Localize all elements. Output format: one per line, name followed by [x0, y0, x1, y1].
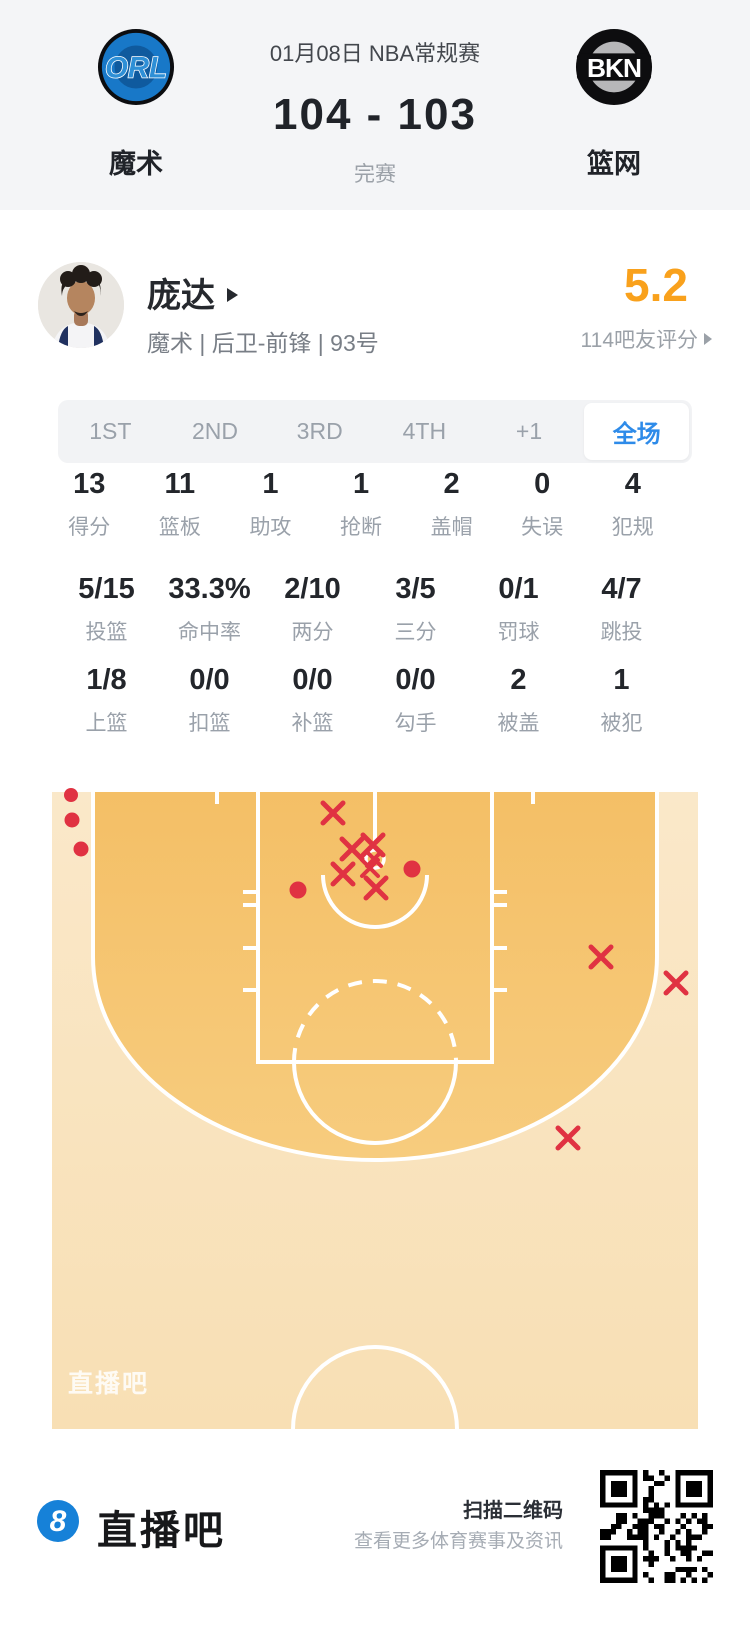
paint-lines — [256, 792, 494, 1064]
stat-blocks: 2 盖帽 — [430, 468, 473, 539]
player-name-caret-icon — [227, 287, 238, 302]
player-avatar[interactable] — [38, 262, 124, 348]
player-name: 庞达 — [147, 277, 215, 315]
restricted-arc — [321, 874, 429, 929]
tab-1st[interactable]: 1ST — [89, 418, 132, 444]
made-shot-marker — [73, 841, 89, 857]
court-drawing — [52, 788, 698, 1430]
missed-shot-marker — [363, 875, 389, 901]
stat-row-main: 13 得分 11 篮板 1 助攻 1 抢断 2 盖帽 0 失误 4 犯规 — [44, 468, 678, 541]
qr-subtitle: 查看更多体育赛事及资讯 — [353, 1531, 563, 1552]
missed-shot-marker — [365, 850, 383, 868]
stat-row-shot-types: 1/8 上篮 0/0 扣篮 0/0 补篮 0/0 勾手 2 被盖 1 被犯 — [55, 664, 673, 737]
made-shot-marker — [289, 881, 307, 899]
court-three-point-area — [93, 792, 657, 1160]
stat-jumpshot: 4/7 跳投 — [600, 573, 643, 644]
lane-hash-right — [492, 890, 507, 992]
made-shot-marker — [64, 812, 80, 828]
home-team-logo-icon: ORL — [97, 28, 175, 106]
stat-turnovers: 0 失误 — [521, 468, 564, 539]
game-date: 01月08日 NBA常规赛 — [269, 41, 481, 66]
missed-shot-marker — [330, 861, 356, 887]
stat-ft: 0/1 罚球 — [497, 573, 540, 644]
player-info: 魔术 | 后卫-前锋 | 93号 — [147, 330, 379, 356]
three-point-line — [91, 792, 659, 1162]
period-tabbar: 1ST 2ND 3RD 4TH +1 全场 — [58, 400, 692, 463]
away-team-logo-icon: BKN — [575, 28, 653, 106]
zhibo8-logo-icon: 8 — [37, 1500, 79, 1542]
rating-note-label: 114吧友评分 — [580, 329, 698, 352]
player-avatar-image — [38, 262, 124, 348]
stat-assists: 1 助攻 — [249, 468, 292, 539]
baseline-ticks — [215, 792, 535, 804]
stat-2pt: 2/10 两分 — [284, 573, 341, 644]
made-shot-marker — [64, 788, 78, 802]
player-stats-card: 庞达 魔术 | 后卫-前锋 | 93号 5.2 114吧友评分 1ST 2ND … — [8, 210, 742, 1629]
stat-fg: 5/15 投篮 — [78, 573, 135, 644]
qr-code — [600, 1470, 713, 1583]
home-team-name: 魔术 — [109, 149, 163, 179]
center-circle — [291, 1345, 459, 1430]
stat-layup: 1/8 上篮 — [85, 664, 128, 735]
stat-putback: 0/0 补篮 — [291, 664, 334, 735]
player-rating: 5.2 — [624, 259, 688, 311]
ft-circle-dashed — [292, 979, 458, 1063]
tab-4th[interactable]: 4TH — [402, 418, 447, 444]
svg-text:8: 8 — [50, 1505, 67, 1538]
away-team-name: 篮网 — [587, 149, 641, 179]
shot-chart: 直播吧 — [52, 788, 698, 1430]
stat-3pt: 3/5 三分 — [394, 573, 437, 644]
made-shot-marker — [403, 860, 421, 878]
missed-shot-marker — [588, 944, 614, 970]
header-center: 01月08日 NBA常规赛 104 - 103 完赛 — [185, 0, 565, 188]
away-team[interactable]: BKN 篮网 — [534, 28, 694, 181]
stat-rebounds: 11 篮板 — [158, 468, 201, 539]
missed-shot-marker — [555, 1125, 581, 1151]
missed-shot-marker — [663, 970, 689, 996]
stat-fouls: 4 犯规 — [611, 468, 654, 539]
court-lines — [91, 792, 659, 1430]
stat-row-shooting: 5/15 投篮 33.3% 命中率 2/10 两分 3/5 三分 0/1 罚球 4/7 跳投 — [55, 573, 673, 646]
lane-hash-left — [243, 890, 258, 992]
rating-block: 5.2 114吧友评分 — [581, 258, 712, 354]
court-watermark: 直播吧 — [68, 1370, 150, 1398]
svg-text:ORL: ORL — [105, 53, 167, 85]
qr-title: 扫描二维码 — [463, 1500, 563, 1522]
stat-fouled: 1 被犯 — [600, 664, 643, 735]
footer-brand: 直播吧 — [97, 1509, 226, 1553]
player-name-row[interactable]: 庞达 — [147, 268, 238, 317]
stat-steals: 1 抢断 — [340, 468, 383, 539]
tab-3rd[interactable]: 3RD — [296, 418, 343, 444]
rating-note-caret-icon — [704, 333, 712, 345]
stat-points: 13 得分 — [68, 468, 111, 539]
tab-2nd[interactable]: 2ND — [192, 418, 239, 444]
home-team[interactable]: ORL 魔术 — [56, 28, 216, 181]
game-status: 完赛 — [354, 163, 396, 186]
game-score: 104 - 103 — [273, 90, 477, 139]
missed-shot-marker — [339, 836, 365, 862]
svg-text:BKN: BKN — [587, 53, 641, 83]
tab-full-game[interactable]: 全场 — [584, 403, 690, 460]
stat-fg-pct: 33.3% 命中率 — [168, 573, 251, 644]
missed-shot-marker — [360, 858, 380, 878]
stat-dunk: 0/0 扣篮 — [188, 664, 231, 735]
tab-overtime[interactable]: +1 — [515, 418, 543, 444]
shot-markers-layer — [64, 788, 689, 1151]
ft-circle-solid — [292, 1061, 458, 1145]
stat-hook: 0/0 勾手 — [394, 664, 437, 735]
stat-blocked: 2 被盖 — [497, 664, 540, 735]
missed-shot-marker — [320, 800, 346, 826]
rating-note-row[interactable]: 114吧友评分 — [581, 324, 712, 354]
match-header: ORL 魔术 01月08日 NBA常规赛 104 - 103 完赛 BKN 篮网 — [0, 0, 750, 210]
